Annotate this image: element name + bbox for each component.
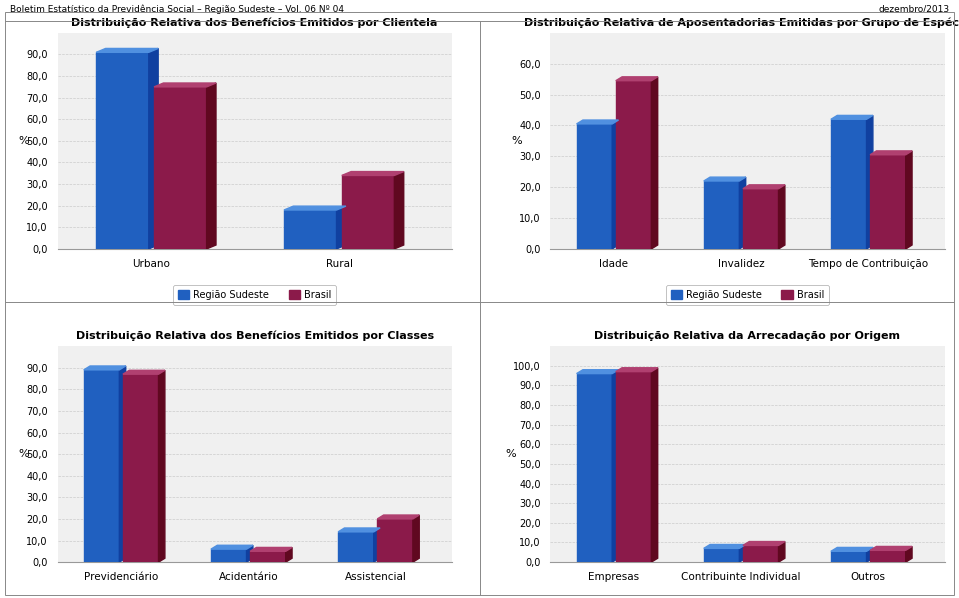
Y-axis label: %: %	[18, 449, 29, 459]
Title: Distribuição Relativa dos Benefícios Emitidos por Clientela: Distribuição Relativa dos Benefícios Emi…	[72, 17, 438, 28]
Polygon shape	[616, 368, 658, 371]
Polygon shape	[154, 83, 216, 87]
Polygon shape	[739, 177, 746, 249]
Bar	[96, 53, 149, 249]
Polygon shape	[739, 545, 746, 562]
Bar	[284, 210, 337, 249]
Polygon shape	[576, 370, 619, 374]
Polygon shape	[779, 542, 784, 562]
Polygon shape	[96, 48, 158, 53]
Bar	[870, 155, 905, 249]
Polygon shape	[612, 370, 619, 562]
Polygon shape	[284, 206, 346, 210]
Y-axis label: %: %	[18, 136, 29, 146]
Bar	[83, 370, 119, 562]
Polygon shape	[870, 547, 912, 550]
Polygon shape	[339, 528, 380, 532]
Polygon shape	[651, 77, 658, 249]
Polygon shape	[867, 115, 873, 249]
Polygon shape	[206, 83, 216, 249]
Polygon shape	[704, 177, 746, 181]
Polygon shape	[867, 547, 873, 562]
Polygon shape	[374, 528, 380, 562]
Bar	[123, 374, 158, 562]
Bar	[743, 545, 779, 562]
Bar	[704, 181, 739, 249]
Bar	[576, 374, 612, 562]
Polygon shape	[341, 172, 404, 175]
Polygon shape	[250, 547, 292, 551]
Bar	[830, 119, 867, 249]
Polygon shape	[576, 120, 619, 124]
Legend: Região Sudeste, Brasil: Região Sudeste, Brasil	[666, 285, 830, 304]
Polygon shape	[616, 77, 658, 81]
Legend: Região Sudeste, Brasil: Região Sudeste, Brasil	[173, 285, 337, 304]
Bar	[704, 548, 739, 562]
Bar	[616, 81, 651, 249]
Title: Distribuição Relativa de Aposentadorias Emitidas por Grupo de Espécie: Distribuição Relativa de Aposentadorias …	[525, 17, 959, 28]
Bar	[830, 551, 867, 562]
Polygon shape	[870, 151, 912, 155]
Bar	[576, 124, 612, 249]
Polygon shape	[158, 370, 165, 562]
Polygon shape	[905, 547, 912, 562]
Bar	[211, 549, 246, 562]
Polygon shape	[286, 547, 292, 562]
Bar	[339, 532, 374, 562]
Polygon shape	[413, 515, 419, 562]
Title: Distribuição Relativa dos Benefícios Emitidos por Classes: Distribuição Relativa dos Benefícios Emi…	[76, 331, 433, 341]
Polygon shape	[211, 545, 253, 549]
Polygon shape	[651, 368, 658, 562]
Y-axis label: %: %	[505, 449, 516, 459]
Text: dezembro/2013: dezembro/2013	[878, 5, 949, 14]
Polygon shape	[905, 151, 912, 249]
Title: Distribuição Relativa da Arrecadação por Origem: Distribuição Relativa da Arrecadação por…	[595, 331, 901, 341]
Polygon shape	[830, 115, 873, 119]
Bar	[743, 189, 779, 249]
Polygon shape	[779, 185, 784, 249]
Polygon shape	[119, 366, 126, 562]
Polygon shape	[123, 370, 165, 374]
Polygon shape	[704, 545, 746, 548]
Polygon shape	[149, 48, 158, 249]
Polygon shape	[83, 366, 126, 370]
Text: Boletim Estatístico da Previdência Social – Região Sudeste – Vol. 06 Nº 04: Boletim Estatístico da Previdência Socia…	[10, 5, 343, 14]
Polygon shape	[337, 206, 346, 249]
Bar	[341, 175, 394, 249]
Polygon shape	[743, 185, 784, 189]
Bar	[616, 371, 651, 562]
Bar	[870, 550, 905, 562]
Polygon shape	[377, 515, 419, 519]
Polygon shape	[246, 545, 253, 562]
Bar	[377, 519, 413, 562]
Bar	[154, 87, 206, 249]
Bar	[250, 551, 286, 562]
Y-axis label: %: %	[511, 136, 522, 146]
Polygon shape	[743, 542, 784, 545]
Polygon shape	[830, 547, 873, 551]
Polygon shape	[394, 172, 404, 249]
Polygon shape	[612, 120, 619, 249]
